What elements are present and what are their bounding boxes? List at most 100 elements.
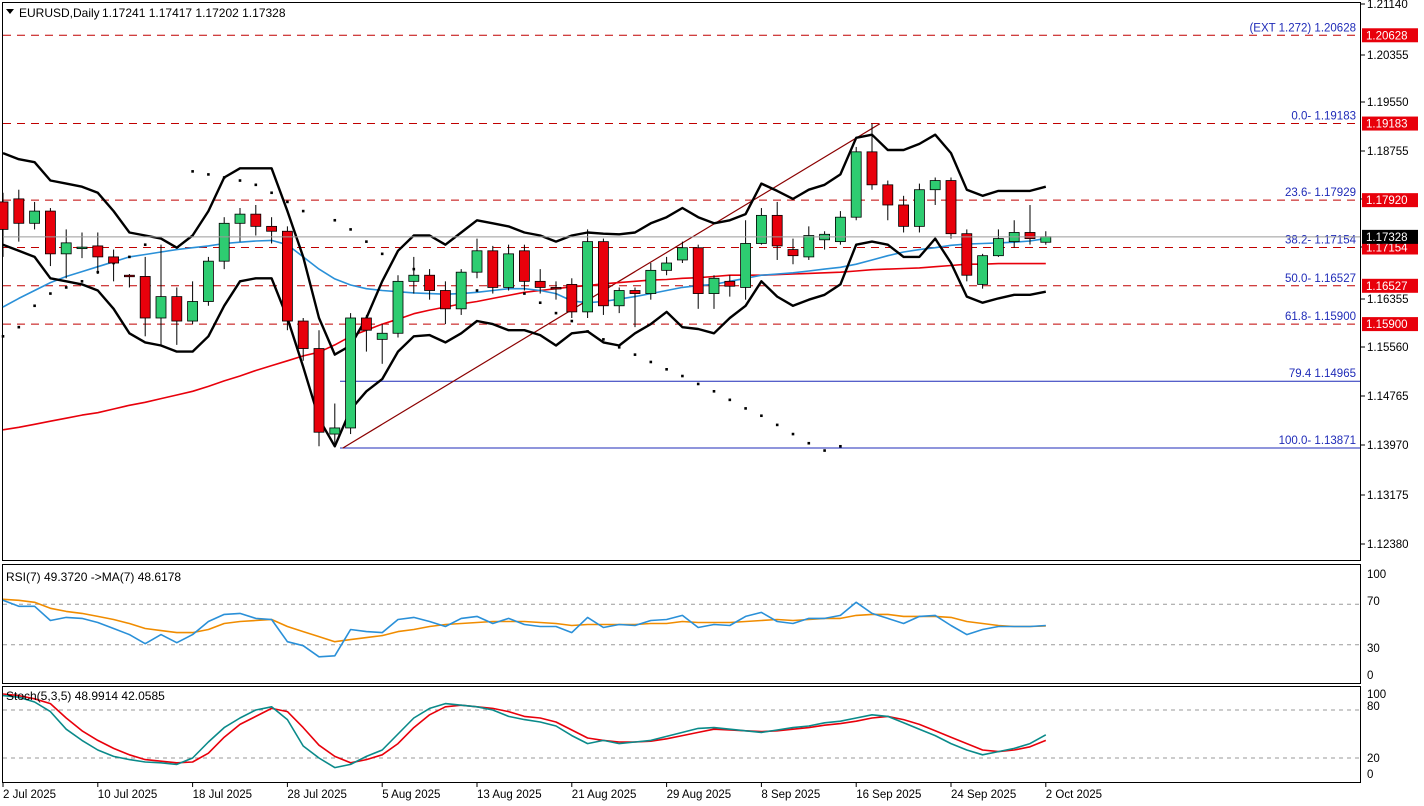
time-axis: 2 Jul 2025 10 Jul 2025 18 Jul 2025 28 Jul 2… <box>2 783 1102 801</box>
candle-bear <box>0 201 9 230</box>
candle-bull <box>187 301 199 322</box>
candle-bull <box>803 235 815 258</box>
candle-bear <box>45 210 56 255</box>
candle-bull <box>329 427 341 435</box>
candle-bull <box>503 253 515 288</box>
fib-label: 100.0- 1.13871 <box>1279 435 1356 447</box>
sar-dot <box>238 179 242 182</box>
sar-dot <box>143 243 147 246</box>
date-label: 10 Jul 2025 <box>98 789 157 801</box>
candle-bear <box>487 250 499 288</box>
stoch-tick-label: 80 <box>1367 701 1380 713</box>
price-tick-label: 1.21140 <box>1367 0 1408 11</box>
candle-bull <box>376 332 388 340</box>
price-tag-label: 1.20628 <box>1366 30 1408 42</box>
candle-bull <box>76 246 88 250</box>
candle-bear <box>566 283 578 313</box>
sar-dot <box>33 304 36 308</box>
stoch-main-line <box>2 694 1047 769</box>
candle-bull <box>661 262 672 271</box>
candle-bear <box>171 296 183 322</box>
stoch-panel[interactable] <box>2 686 1361 783</box>
candle-bear <box>961 233 973 276</box>
sar-dot <box>791 432 795 436</box>
fib-label: 23.6- 1.17929 <box>1285 187 1356 199</box>
date-label: 13 Aug 2025 <box>477 789 542 801</box>
candle-bull <box>202 260 214 302</box>
candle-bull <box>345 317 357 429</box>
candle-bull <box>914 189 925 227</box>
candle-bear <box>866 151 878 186</box>
price-tick-label: 1.16355 <box>1367 294 1409 306</box>
stoch-tick-label: 20 <box>1367 753 1380 765</box>
sar-dot <box>475 289 479 292</box>
candle-bear <box>945 180 957 235</box>
candle-bull <box>977 255 988 285</box>
candle-bear <box>313 348 325 433</box>
sar-dot <box>222 176 226 179</box>
price-tick-label: 1.13175 <box>1367 490 1409 502</box>
sar-dot <box>64 286 68 289</box>
candle-bear <box>598 241 609 307</box>
candle-bull <box>645 269 657 294</box>
candle-bull <box>155 296 167 319</box>
date-label: 21 Aug 2025 <box>572 789 637 801</box>
rsi-tick-label: 100 <box>1367 569 1386 581</box>
candle-bull <box>740 243 751 288</box>
sar-dot <box>380 252 384 256</box>
candle-bull <box>756 214 767 244</box>
candle-bear <box>534 280 546 288</box>
date-label: 2 Oct 2025 <box>1046 789 1102 801</box>
current-price-tag <box>1362 229 1418 244</box>
sar-dot <box>570 319 574 323</box>
sar-dot <box>301 209 305 213</box>
candle-bull <box>582 241 593 313</box>
fib-label: (EXT 1.272) 1.20628 <box>1249 22 1356 34</box>
candle-bear <box>629 290 641 294</box>
price-tag-label: 1.17154 <box>1366 242 1408 254</box>
date-label: 5 Aug 2025 <box>382 789 440 801</box>
stoch-signal-line <box>2 693 1047 764</box>
candle-bull <box>677 247 688 261</box>
sar-dot <box>554 311 558 315</box>
candle-bear <box>92 245 104 258</box>
sar-dot <box>728 398 732 402</box>
price-tag-label: 1.19183 <box>1366 119 1408 131</box>
sar-dot <box>744 407 747 410</box>
candle-bear <box>139 276 151 319</box>
sar-dot <box>270 191 273 195</box>
price-tick-label: 1.13970 <box>1367 440 1409 452</box>
stoch-label: Stoch(5,3,5) 48.9914 42.0585 <box>6 689 165 703</box>
sar-dot <box>538 301 542 305</box>
candle-bear <box>519 250 530 282</box>
sar-dot <box>17 325 21 329</box>
candle-bull <box>471 250 483 273</box>
sar-dot <box>586 330 589 333</box>
price-tag-label: 1.15900 <box>1366 319 1408 331</box>
sar-dot <box>191 170 194 173</box>
rsi-panel[interactable] <box>2 564 1361 684</box>
chart-title: EURUSD,Daily <box>19 6 100 20</box>
candle-bear <box>898 204 909 227</box>
sar-dot <box>602 338 605 341</box>
fib-label: 0.0- 1.19183 <box>1291 111 1356 123</box>
candle-bear <box>281 230 293 322</box>
sar-dot <box>807 441 811 445</box>
sar-dot <box>823 449 826 452</box>
sar-dot <box>254 183 258 187</box>
sar-dot <box>523 292 526 295</box>
sar-dot <box>617 346 621 349</box>
candle-bull <box>993 238 1004 257</box>
sar-dot <box>333 218 337 222</box>
sar-dot <box>696 382 700 386</box>
main-price-panel[interactable] <box>2 2 1361 561</box>
rsi-label: RSI(7) 49.3720 ->MA(7) 48.6178 <box>6 570 181 584</box>
collapse-triangle-icon[interactable] <box>6 9 14 14</box>
candle-bear <box>771 214 783 247</box>
candle-bear <box>250 213 262 227</box>
date-label: 8 Sep 2025 <box>761 789 820 801</box>
sar-dot <box>712 389 716 393</box>
sar-dot <box>286 200 289 204</box>
